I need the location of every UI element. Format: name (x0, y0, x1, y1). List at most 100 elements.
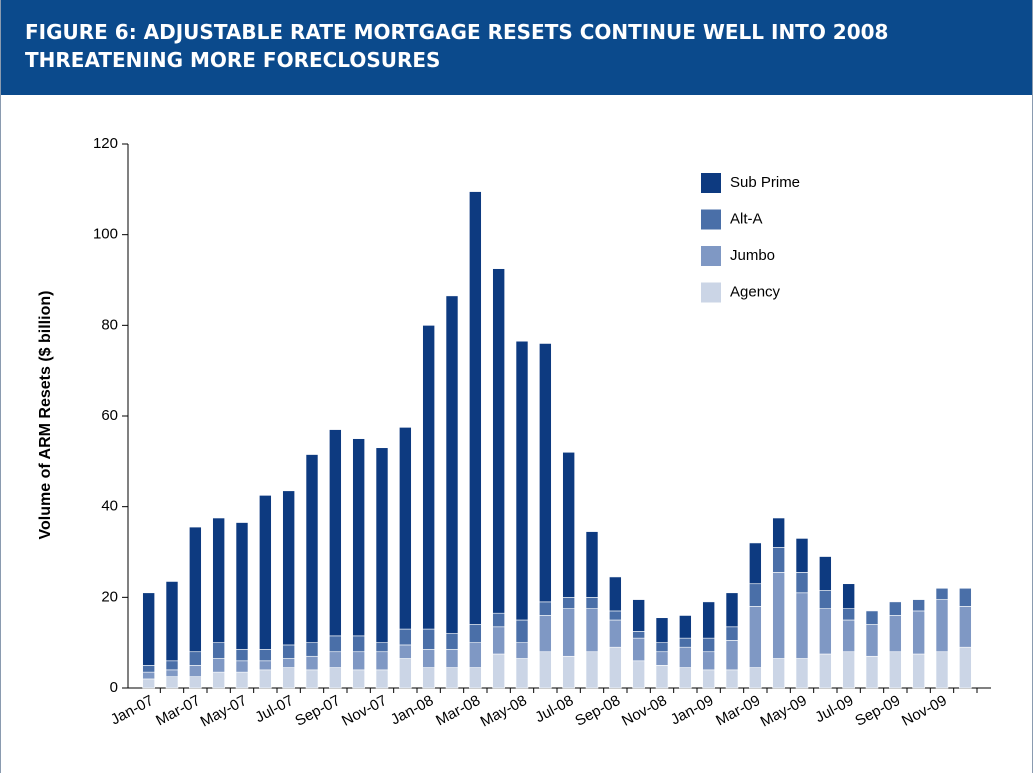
bar-segment (445, 295, 459, 634)
bar-segment (959, 646, 972, 689)
bar-segment (842, 619, 855, 653)
bar-segment (655, 617, 669, 643)
bar-segment (469, 642, 482, 668)
x-tick-label: Sep-09 (852, 692, 903, 730)
bar-segment (912, 610, 925, 655)
y-tick-label: 100 (93, 226, 118, 243)
bar-segment (235, 649, 249, 662)
bar-segment (352, 635, 365, 653)
bar-segment (889, 615, 902, 653)
bar-segment (539, 601, 552, 616)
bar-segment (282, 658, 295, 668)
bar-segment (492, 653, 505, 689)
bar-segment (585, 608, 599, 653)
bar-segment (399, 628, 412, 646)
legend-label: Sub Prime (730, 174, 800, 191)
bar-segment (795, 538, 809, 573)
bar-segment (375, 651, 389, 671)
bar-segment (702, 669, 715, 689)
bar-segment (165, 676, 179, 689)
bar-segment (469, 624, 482, 643)
x-tick-label: Nov-07 (339, 692, 390, 730)
bar-segment (212, 517, 225, 643)
chart-title: FIGURE 6: ADJUSTABLE RATE MORTGAGE RESET… (25, 20, 889, 72)
bar-segment (142, 678, 155, 689)
legend-label: Agency (730, 283, 781, 300)
bar-segment (235, 522, 249, 650)
bar-segment (609, 646, 622, 689)
y-tick-label: 20 (101, 588, 118, 605)
x-tick-label: Sep-08 (572, 692, 623, 730)
bar-segment (725, 669, 739, 689)
y-tick-label: 0 (110, 679, 118, 696)
bar-segment (935, 587, 949, 600)
bar-segment (375, 642, 389, 653)
bar-segment (959, 587, 972, 607)
bar-segment (282, 490, 295, 646)
x-tick-label: Mar-09 (713, 692, 763, 729)
bar-segment (889, 601, 902, 616)
bar-segment (515, 658, 529, 689)
bar-segment (609, 576, 622, 612)
bar-segment (562, 597, 575, 609)
bar-segment (819, 556, 832, 591)
bar-segment (772, 572, 785, 659)
bar-segment (165, 581, 179, 662)
bar-segment (375, 447, 389, 643)
bar-segment (889, 651, 902, 689)
bar-segment (842, 583, 855, 609)
bar-segment (679, 667, 692, 689)
bar-segment (142, 592, 155, 666)
bar-segment (189, 651, 202, 666)
bar-segment (632, 660, 645, 689)
bar-segment (819, 608, 832, 655)
bar-segment (842, 608, 855, 621)
bar-segment (352, 651, 365, 671)
bar-segment (212, 642, 225, 659)
bar-segment (562, 655, 575, 689)
bar-segment (842, 651, 855, 689)
bar-segment (469, 191, 482, 625)
header: FIGURE 6: ADJUSTABLE RATE MORTGAGE RESET… (1, 0, 1032, 95)
bar-segment (795, 592, 809, 659)
bar-segment (445, 633, 459, 650)
bar-segment (399, 658, 412, 689)
bar-segment (375, 669, 389, 689)
bar-segment (165, 660, 179, 671)
bar-segment (142, 665, 155, 673)
bar-segment (632, 599, 645, 632)
x-tick-label: May-07 (198, 692, 250, 730)
bar-segment (609, 619, 622, 648)
bar-segment (469, 667, 482, 689)
bar-segment (305, 655, 319, 671)
x-tick-label: Mar-07 (153, 692, 203, 729)
x-tick-label: Jul-08 (532, 692, 576, 726)
bar-segment (235, 660, 249, 673)
bar-segment (725, 626, 739, 641)
bar-segment (819, 590, 832, 609)
bar-segment (142, 671, 155, 680)
bar-segment (749, 667, 762, 689)
bar-segment (539, 343, 552, 603)
bar-segment (422, 667, 435, 689)
bar-segment (702, 651, 715, 671)
x-tick-label: Jan-07 (108, 692, 156, 729)
x-tick-label: Jul-09 (812, 692, 856, 726)
bar-segment (679, 615, 692, 639)
bar-segment (305, 642, 319, 657)
bar-segment (795, 658, 809, 689)
x-tick-label: Sep-07 (292, 692, 343, 730)
bar-segment (702, 601, 715, 639)
bar-segment (585, 531, 599, 598)
bar-segment (772, 547, 785, 573)
bar-segment (259, 495, 272, 650)
bar-segment (259, 669, 272, 689)
bar-segment (632, 637, 645, 662)
y-tick-label: 120 (93, 135, 118, 152)
bar-segment (492, 626, 505, 655)
bar-segment (749, 542, 762, 585)
bar-segment (865, 610, 879, 625)
x-tick-label: Jan-08 (388, 692, 436, 729)
bar-segment (609, 610, 622, 621)
bar-segment (515, 619, 529, 643)
